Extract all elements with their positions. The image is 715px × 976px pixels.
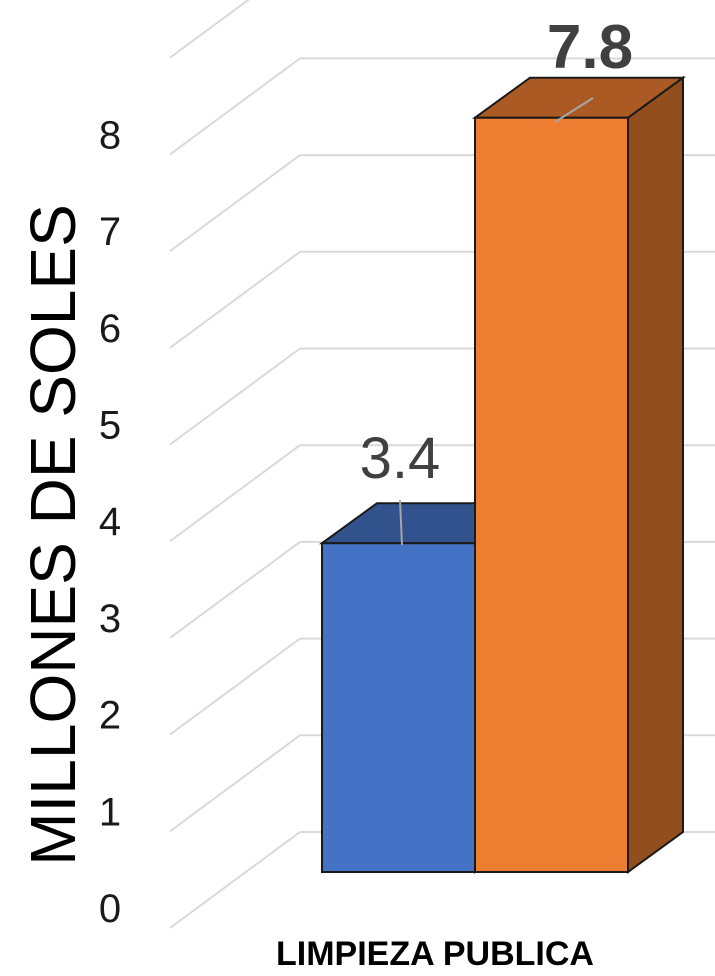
y-tick-label: 3 <box>99 597 121 641</box>
y-tick-label: 5 <box>99 404 121 448</box>
y-tick-label: 1 <box>99 790 121 834</box>
bar-side-face <box>627 75 684 874</box>
gridline-diagonal <box>169 154 301 252</box>
y-axis-ticks: 0 1 2 3 4 5 6 7 8 <box>99 113 121 931</box>
data-label: 7.8 <box>547 13 633 82</box>
y-tick-label: 7 <box>99 210 121 254</box>
gridline-diagonal <box>169 444 301 543</box>
y-tick-label: 4 <box>99 500 121 544</box>
gridline-diagonal <box>169 831 301 929</box>
bar-front-face <box>474 116 629 874</box>
data-label: 3.4 <box>360 426 441 491</box>
data-labels: 3.4 7.8 <box>360 13 633 546</box>
bar-front-face <box>321 542 476 873</box>
gridline-diagonal <box>169 541 301 639</box>
gridline-diagonal <box>169 57 301 156</box>
y-tick-label: 0 <box>99 887 121 931</box>
gridline-diagonal <box>169 734 301 833</box>
y-tick-label: 8 <box>99 113 121 157</box>
y-tick-label: 2 <box>99 694 121 738</box>
bar-2 <box>471 75 687 874</box>
gridline-diagonal <box>169 637 301 736</box>
data-label-leader <box>554 97 594 123</box>
data-label-leader <box>399 499 403 546</box>
x-category-label: LIMPIEZA PUBLICA <box>276 935 594 973</box>
gridline-diagonal <box>169 0 250 59</box>
y-axis-title: MILLONES DE SOLES <box>17 204 89 866</box>
y-tick-label: 6 <box>99 307 121 351</box>
bars <box>318 75 687 874</box>
gridline-diagonal <box>169 250 301 349</box>
gridline-diagonal <box>169 347 301 446</box>
